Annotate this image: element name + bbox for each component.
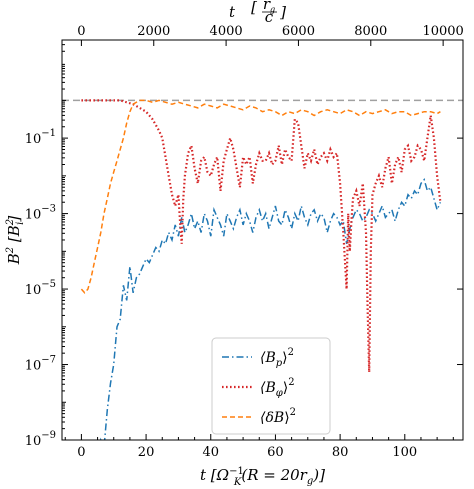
svg-text:rg: rg xyxy=(263,0,275,14)
series-line-1 xyxy=(81,99,442,373)
y-tick-label: 10−1 xyxy=(25,128,56,147)
y-tick-label: 10−5 xyxy=(25,279,56,298)
legend-label: ⟨Bp⟩2 xyxy=(260,347,294,369)
top-tick-label: 0 xyxy=(77,24,85,39)
y-axis-title: B2 [B2i] xyxy=(5,216,26,266)
legend-label: ⟨δB⟩2 xyxy=(260,407,296,426)
x-tick-label: 100 xyxy=(392,445,417,460)
x-tick-label: 80 xyxy=(332,445,349,460)
svg-text:c: c xyxy=(265,8,274,26)
svg-text:[: [ xyxy=(251,0,257,16)
top-tick-label: 10000 xyxy=(422,24,463,39)
series-line-0 xyxy=(100,178,442,440)
legend xyxy=(211,337,331,435)
top-tick-label: 2000 xyxy=(137,24,170,39)
svg-text:t: t xyxy=(229,3,236,21)
top-tick-label: 4000 xyxy=(210,24,243,39)
x-tick-label: 40 xyxy=(202,445,219,460)
top-tick-label: 8000 xyxy=(354,24,387,39)
y-tick-label: 10−7 xyxy=(25,355,56,374)
top-axis-title: t [ rgc] xyxy=(229,0,286,26)
x-axis-title: t [Ω−1 K(R = 20rg)] xyxy=(200,466,325,488)
x-tick-label: 0 xyxy=(77,445,85,460)
y-tick-label: 10−9 xyxy=(25,430,56,449)
x-tick-label: 20 xyxy=(138,445,155,460)
svg-text:]: ] xyxy=(279,3,286,21)
x-tick-label: 60 xyxy=(267,445,284,460)
y-tick-label: 10−3 xyxy=(25,204,56,223)
legend-label: ⟨Bφ⟩2 xyxy=(260,377,295,399)
series-line-2 xyxy=(80,99,441,294)
top-tick-label: 6000 xyxy=(282,24,315,39)
